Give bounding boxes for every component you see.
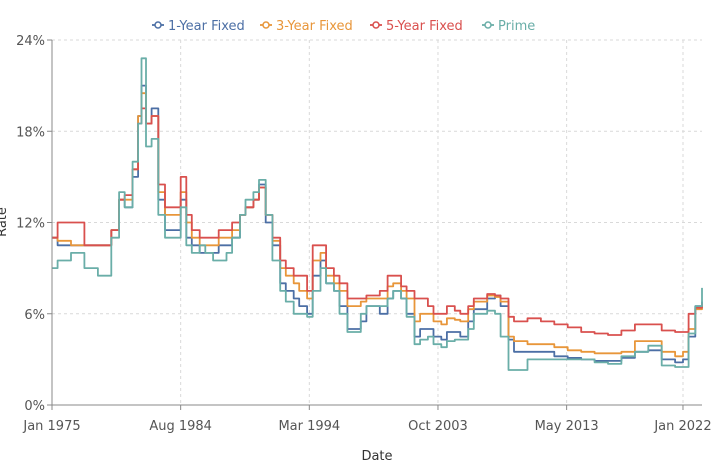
legend-item-5-year-fixed[interactable]: 5-Year Fixed: [370, 19, 463, 34]
legend-label: Prime: [498, 19, 535, 34]
y-tick-label: 24%: [16, 34, 45, 49]
legend-marker-icon: [372, 21, 380, 29]
legend-item-1-year-fixed[interactable]: 1-Year Fixed: [152, 19, 245, 34]
legend-label: 3-Year Fixed: [276, 19, 353, 34]
series-line-prime: [52, 57, 703, 371]
x-tick-label: Jan 1975: [22, 419, 80, 434]
legend-marker-icon: [262, 21, 270, 29]
y-tick-label: 0%: [24, 399, 45, 414]
x-tick-label: Oct 2003: [408, 419, 468, 434]
x-tick-label: Jan 2022: [653, 419, 711, 434]
legend-marker-icon: [154, 21, 162, 29]
legend-item-prime[interactable]: Prime: [482, 19, 535, 34]
gridlines: [52, 39, 702, 405]
x-tick-label: May 2013: [535, 419, 599, 434]
legend-marker-icon: [484, 21, 492, 29]
legend-label: 1-Year Fixed: [168, 19, 245, 34]
y-tick-label: 12%: [16, 217, 45, 232]
series-line-3-year-fixed: [52, 92, 703, 358]
legend[interactable]: 1-Year Fixed 3-Year Fixed 5-Year Fixed Prim…: [152, 19, 535, 34]
y-axis-title: Rate: [0, 207, 10, 237]
series-line-1-year-fixed: [52, 84, 703, 364]
y-tick-label: 18%: [16, 125, 45, 140]
series-layer: [52, 57, 703, 371]
series-line-5-year-fixed: [52, 107, 703, 336]
y-tick-label: 6%: [24, 308, 45, 323]
x-tick-label: Mar 1994: [278, 419, 340, 434]
x-tick-label: Aug 1984: [149, 419, 212, 434]
legend-item-3-year-fixed[interactable]: 3-Year Fixed: [260, 19, 353, 34]
axes: 0% 6% 12% 18% 24% Jan 1975 Aug 1984 Mar 1994 Oct…: [16, 34, 712, 434]
legend-label: 5-Year Fixed: [386, 19, 463, 34]
x-axis-title: Date: [361, 449, 392, 464]
